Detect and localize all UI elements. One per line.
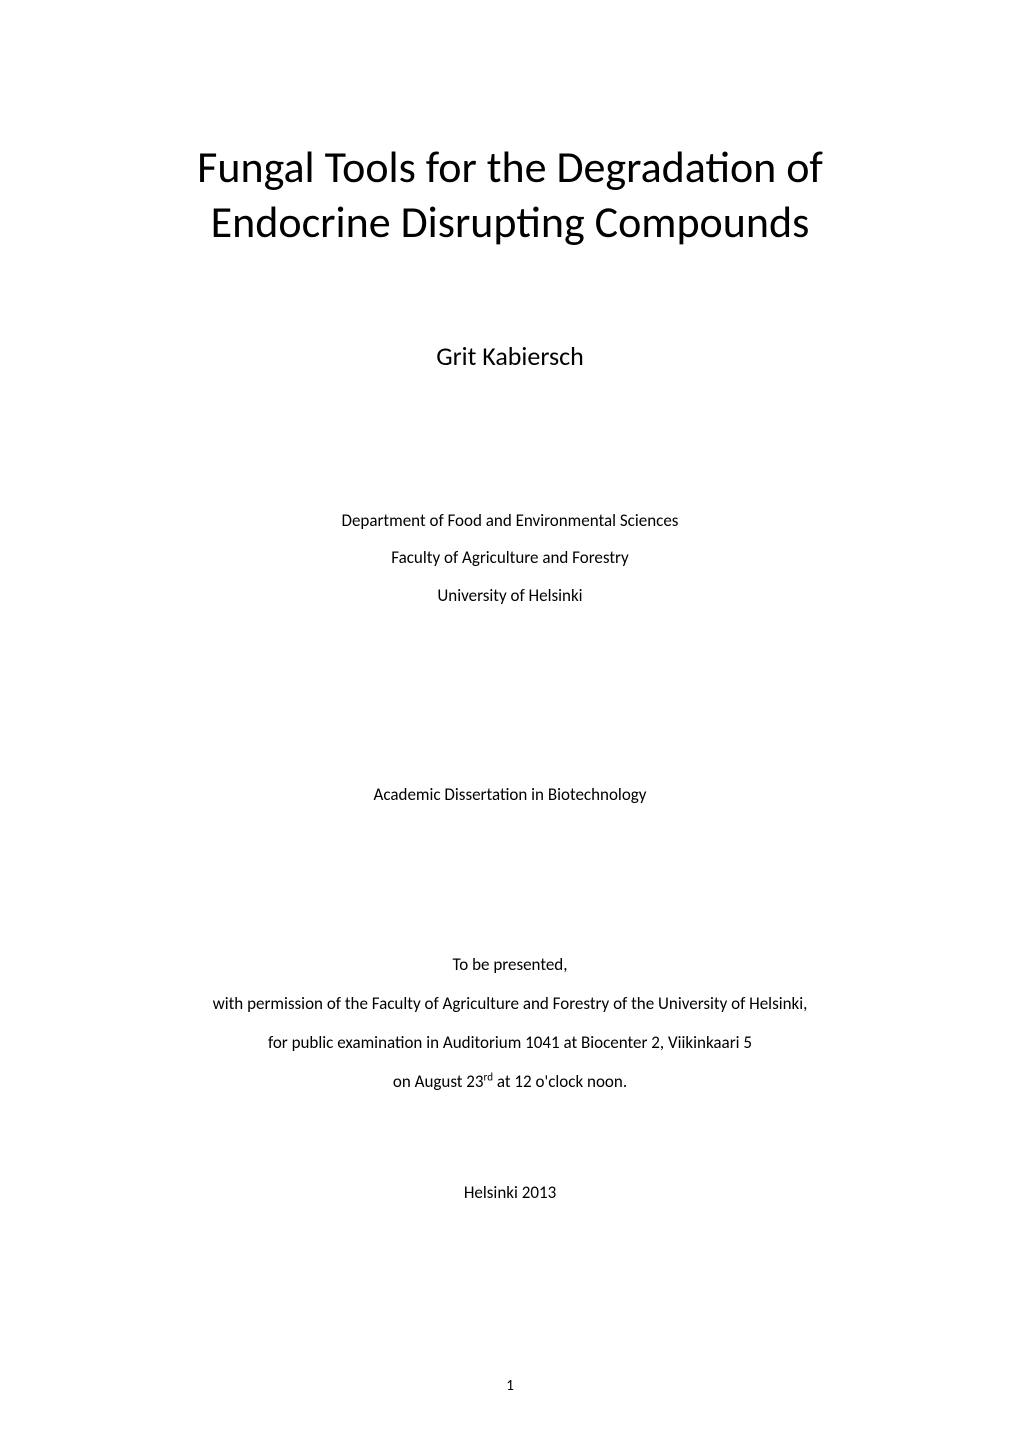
title-line-1: Fungal Tools for the Degradation of — [197, 140, 823, 194]
affiliation-block: Department of Food and Environmental Sci… — [100, 502, 920, 614]
date-post: at 12 o'clock noon. — [493, 1071, 627, 1092]
author-name: Grit Kabiersch — [100, 340, 920, 372]
presentation-block: To be presented, with permission of the … — [100, 945, 920, 1101]
presentation-line-3: for public examination in Auditorium 104… — [100, 1023, 920, 1062]
presentation-line-2: with permission of the Faculty of Agricu… — [100, 984, 920, 1023]
faculty: Faculty of Agriculture and Forestry — [100, 539, 920, 576]
department: Department of Food and Environmental Sci… — [100, 502, 920, 539]
date-pre: on August 23 — [393, 1071, 484, 1092]
presentation-line-4: on August 23rd at 12 o'clock noon. — [100, 1062, 920, 1101]
university: University of Helsinki — [100, 577, 920, 614]
page-number: 1 — [0, 1377, 1020, 1395]
dissertation-title: Fungal Tools for the Degradation of Endo… — [100, 140, 920, 250]
title-line-2: Endocrine Disrupting Compounds — [211, 195, 810, 249]
place-and-year: Helsinki 2013 — [100, 1182, 920, 1203]
ordinal-suffix: rd — [484, 1070, 494, 1084]
title-page: Fungal Tools for the Degradation of Endo… — [0, 0, 1020, 1443]
presentation-line-1: To be presented, — [100, 945, 920, 984]
dissertation-type: Academic Dissertation in Biotechnology — [100, 784, 920, 805]
